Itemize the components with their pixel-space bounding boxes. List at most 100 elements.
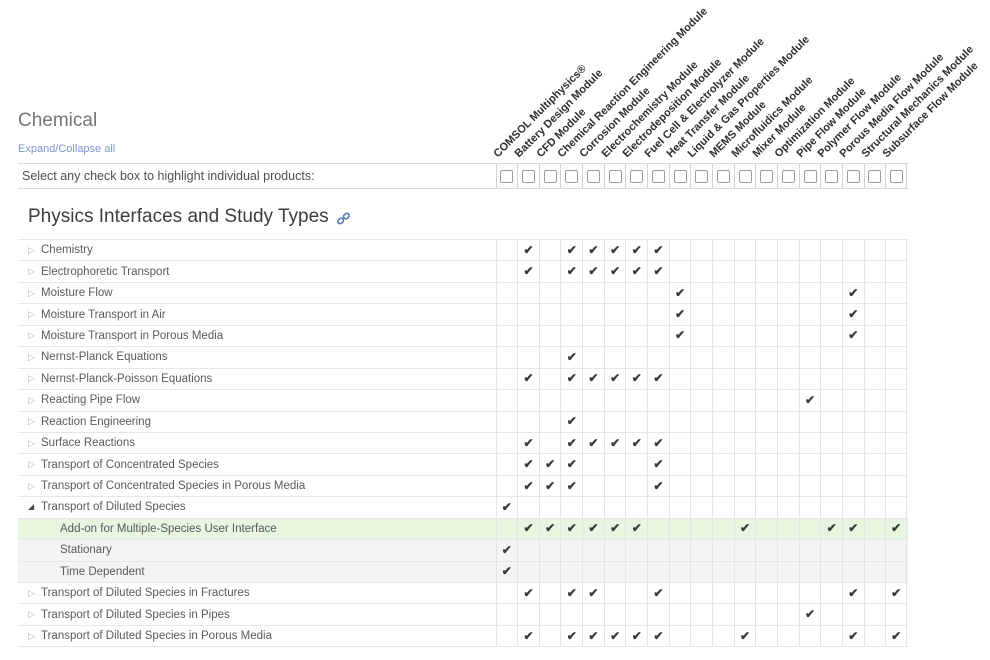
matrix-cell [799, 304, 821, 324]
matrix-cell [734, 476, 756, 496]
matrix-cell [799, 583, 821, 603]
row-label-electrophoretic-transport[interactable]: ▷Electrophoretic Transport [18, 261, 496, 281]
matrix-cell [582, 412, 604, 432]
product-checkbox-mixer-module[interactable] [760, 170, 773, 183]
matrix-cell [777, 326, 799, 346]
matrix-cell [669, 626, 691, 646]
product-checkbox-fuel-cell-electrolyzer-module[interactable] [652, 170, 665, 183]
matrix-cell [517, 326, 539, 346]
checkbox-cell-structural-mechanics-module [864, 164, 886, 188]
row-label-transport-of-concentrated-species[interactable]: ▷Transport of Concentrated Species [18, 454, 496, 474]
matrix-cell [885, 261, 907, 281]
matrix-cell [604, 412, 626, 432]
matrix-cell [864, 540, 886, 560]
expand-triangle-icon[interactable]: ▷ [28, 374, 41, 383]
row-label-transport-of-concentrated-species-in-porous-media[interactable]: ▷Transport of Concentrated Species in Po… [18, 476, 496, 496]
row-label-nernst-planck-poisson-equations[interactable]: ▷Nernst-Planck-Poisson Equations [18, 369, 496, 389]
matrix-cell [625, 562, 647, 582]
expand-triangle-icon[interactable]: ▷ [28, 267, 41, 276]
expand-triangle-icon[interactable]: ▷ [28, 246, 41, 255]
expand-triangle-icon[interactable]: ▷ [28, 482, 41, 491]
product-checkbox-subsurface-flow-module[interactable] [890, 170, 903, 183]
matrix-cell [820, 562, 842, 582]
table-row-reaction-engineering: ▷Reaction Engineering✔ [18, 412, 908, 433]
matrix-cell [647, 497, 669, 517]
matrix-cell [777, 562, 799, 582]
row-label-transport-of-diluted-species-in-pipes[interactable]: ▷Transport of Diluted Species in Pipes [18, 604, 496, 624]
expand-triangle-icon[interactable]: ▷ [28, 396, 41, 405]
matrix-cell [647, 604, 669, 624]
row-label-text: Surface Reactions [41, 437, 135, 449]
checkmark-icon: ✔ [632, 244, 642, 256]
row-label-transport-of-diluted-species-in-fractures[interactable]: ▷Transport of Diluted Species in Fractur… [18, 583, 496, 603]
checkbox-cell-comsol-multiphysics [496, 164, 518, 188]
matrix-cell [560, 562, 582, 582]
expand-triangle-icon[interactable]: ▷ [28, 310, 41, 319]
product-checkbox-porous-media-flow-module[interactable] [847, 170, 860, 183]
product-checkbox-electrochemistry-module[interactable] [609, 170, 622, 183]
row-label-moisture-flow[interactable]: ▷Moisture Flow [18, 283, 496, 303]
matrix-cell [582, 304, 604, 324]
checkmark-icon: ✔ [588, 372, 598, 384]
product-checkbox-polymer-flow-module[interactable] [825, 170, 838, 183]
checkmark-icon: ✔ [891, 630, 901, 642]
matrix-cell [799, 369, 821, 389]
product-checkbox-cfd-module[interactable] [544, 170, 557, 183]
expand-triangle-icon[interactable]: ▷ [28, 417, 41, 426]
row-label-text: Add-on for Multiple-Species User Interfa… [60, 523, 277, 535]
row-label-moisture-transport-in-air[interactable]: ▷Moisture Transport in Air [18, 304, 496, 324]
expand-collapse-link[interactable]: Expand/Collapse all [18, 143, 115, 155]
matrix-cell [820, 583, 842, 603]
row-label-reaction-engineering[interactable]: ▷Reaction Engineering [18, 412, 496, 432]
product-checkbox-electrodeposition-module[interactable] [630, 170, 643, 183]
row-label-nernst-planck-equations[interactable]: ▷Nernst-Planck Equations [18, 347, 496, 367]
expand-triangle-icon[interactable]: ▷ [28, 589, 41, 598]
expand-triangle-icon[interactable]: ▷ [28, 460, 41, 469]
product-checkbox-liquid-gas-properties-module[interactable] [695, 170, 708, 183]
row-label-transport-of-diluted-species-in-porous-media[interactable]: ▷Transport of Diluted Species in Porous … [18, 626, 496, 646]
matrix-cell [539, 240, 561, 260]
checkmark-icon: ✔ [523, 587, 533, 599]
matrix-cell: ✔ [517, 433, 539, 453]
product-checkbox-battery-design-module[interactable] [522, 170, 535, 183]
product-checkbox-corrosion-module[interactable] [587, 170, 600, 183]
expand-triangle-icon[interactable]: ▷ [28, 439, 41, 448]
matrix-cell [539, 540, 561, 560]
checkmark-icon: ✔ [610, 437, 620, 449]
matrix-cell [864, 562, 886, 582]
expand-triangle-icon[interactable]: ▷ [28, 353, 41, 362]
matrix-cell: ✔ [582, 433, 604, 453]
matrix-cell [842, 433, 864, 453]
product-checkbox-comsol-multiphysics[interactable] [500, 170, 513, 183]
product-checkbox-chemical-reaction-engineering-module[interactable] [565, 170, 578, 183]
matrix-cell [582, 562, 604, 582]
matrix-cell [669, 583, 691, 603]
checkmark-icon: ✔ [610, 265, 620, 277]
collapse-triangle-icon[interactable]: ◢ [28, 503, 41, 511]
row-label-chemistry[interactable]: ▷Chemistry [18, 240, 496, 260]
row-label-surface-reactions[interactable]: ▷Surface Reactions [18, 433, 496, 453]
row-label-transport-of-diluted-species[interactable]: ◢Transport of Diluted Species [18, 497, 496, 517]
expand-triangle-icon[interactable]: ▷ [28, 289, 41, 298]
product-checkbox-heat-transfer-module[interactable] [674, 170, 687, 183]
matrix-cell [755, 562, 777, 582]
product-checkbox-optimization-module[interactable] [782, 170, 795, 183]
matrix-cell [712, 626, 734, 646]
product-checkbox-microfluidics-module[interactable] [739, 170, 752, 183]
matrix-cell: ✔ [820, 519, 842, 539]
matrix-cell [625, 583, 647, 603]
permalink-icon[interactable] [337, 212, 350, 225]
matrix-cell [755, 412, 777, 432]
product-checkbox-pipe-flow-module[interactable] [804, 170, 817, 183]
product-checkbox-mems-module[interactable] [717, 170, 730, 183]
matrix-cell [799, 347, 821, 367]
matrix-cell: ✔ [582, 583, 604, 603]
expand-triangle-icon[interactable]: ▷ [28, 610, 41, 619]
row-label-reacting-pipe-flow[interactable]: ▷Reacting Pipe Flow [18, 390, 496, 410]
expand-triangle-icon[interactable]: ▷ [28, 632, 41, 641]
row-label-moisture-transport-in-porous-media[interactable]: ▷Moisture Transport in Porous Media [18, 326, 496, 346]
expand-triangle-icon[interactable]: ▷ [28, 331, 41, 340]
matrix-cell [799, 626, 821, 646]
product-checkbox-structural-mechanics-module[interactable] [868, 170, 881, 183]
row-label-text: Transport of Concentrated Species in Por… [41, 480, 305, 492]
